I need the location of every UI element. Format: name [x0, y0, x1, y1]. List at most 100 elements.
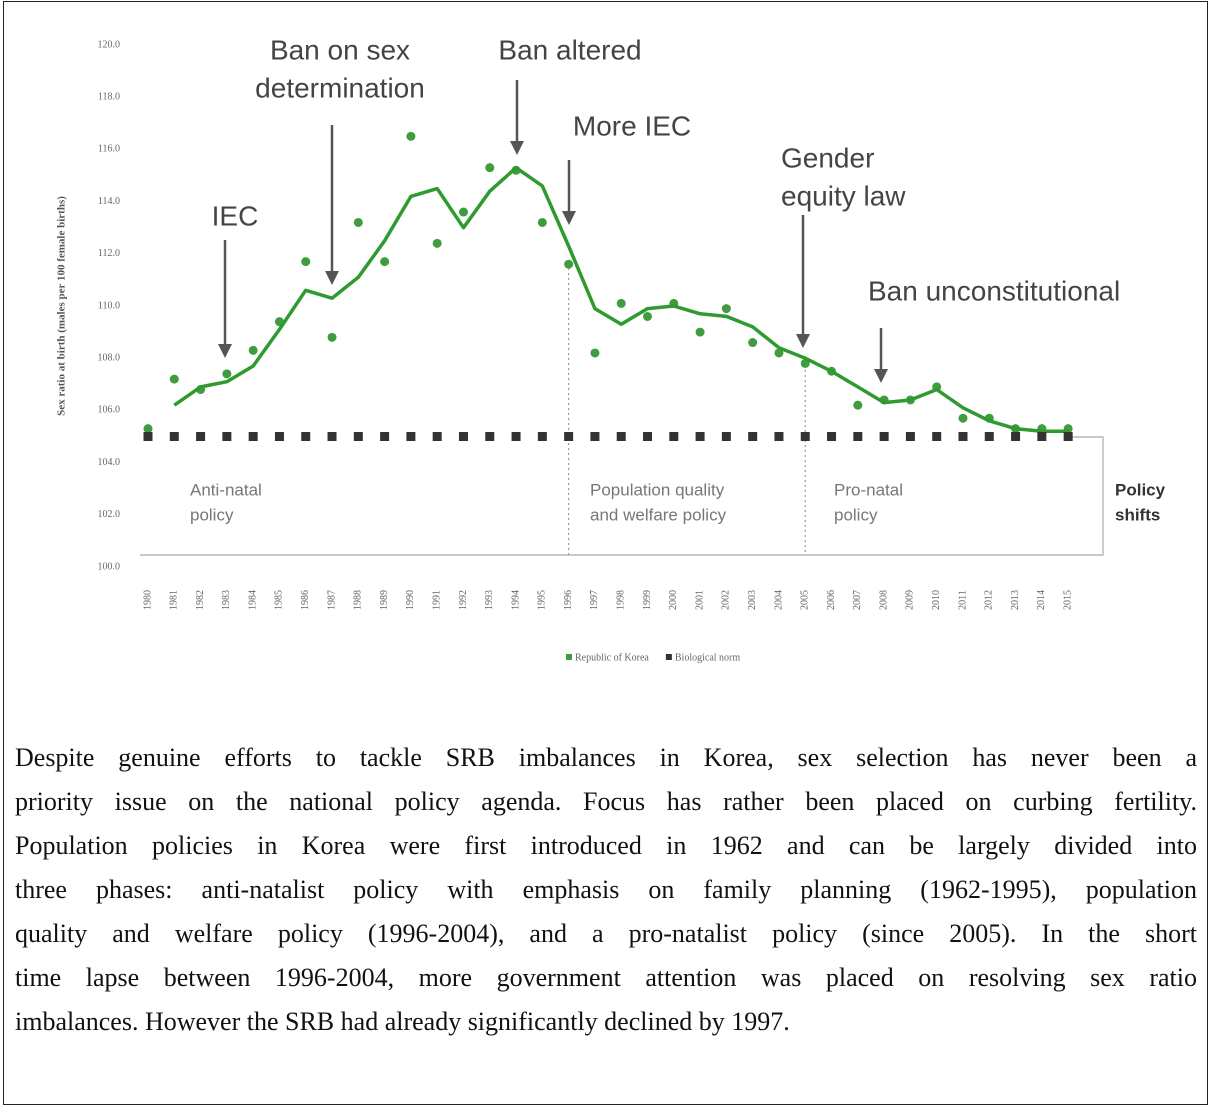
annotation: determination [255, 72, 425, 103]
norm-marker [248, 432, 258, 441]
x-tick-label: 2008 [878, 590, 889, 610]
norm-marker [564, 432, 574, 441]
norm-marker [958, 432, 968, 441]
legend-label: Republic of Korea [575, 652, 649, 663]
y-tick-label: 118.0 [98, 91, 120, 102]
data-point [643, 311, 653, 321]
x-tick-label: 1994 [510, 590, 521, 610]
x-tick-label: 1990 [405, 590, 416, 610]
norm-marker [590, 432, 600, 441]
y-tick-label: 108.0 [98, 352, 121, 363]
data-point [721, 304, 731, 314]
data-point [406, 131, 416, 141]
norm-marker [353, 432, 363, 441]
region-label: shifts [1115, 505, 1160, 524]
frame [3, 1, 1208, 1105]
x-tick-label: 1999 [642, 590, 653, 610]
data-point [774, 348, 784, 358]
annotation: Ban unconstitutional [868, 275, 1120, 306]
norm-marker [984, 432, 994, 441]
region-label: Policy [1115, 480, 1166, 499]
x-tick-label: 1989 [379, 590, 390, 610]
x-tick-label: 1980 [142, 590, 153, 610]
x-tick-label: 1988 [353, 590, 364, 610]
x-tick-label: 1981 [169, 590, 180, 610]
data-point [590, 348, 600, 358]
region-box [140, 436, 1104, 556]
annotation: Gender [781, 142, 874, 173]
norm-marker [1037, 432, 1047, 441]
annotation: More IEC [573, 110, 691, 141]
paragraph-line: priority issue on the national policy ag… [15, 787, 1197, 816]
x-tick-label: 2011 [957, 590, 968, 610]
x-tick-label: 2001 [694, 590, 705, 610]
x-tick-label: 1987 [326, 590, 337, 610]
arrow-head [325, 271, 339, 285]
x-tick-label: 1986 [300, 590, 311, 610]
y-tick-label: 104.0 [98, 457, 121, 468]
x-tick-label: 2007 [852, 590, 863, 610]
region-label: policy [834, 505, 878, 524]
x-tick-label: 1993 [484, 590, 495, 610]
y-tick-label: 106.0 [98, 405, 121, 416]
x-tick-label: 1998 [616, 590, 627, 610]
data-point [301, 257, 311, 267]
paragraph-line: time lapse between 1996-2004, more gover… [15, 963, 1197, 992]
data-point [748, 338, 758, 348]
x-tick-label: 2004 [773, 590, 784, 610]
region-label: Anti-natal [190, 480, 262, 499]
data-point [222, 369, 232, 379]
paragraph-line: quality and welfare policy (1996-2004), … [15, 919, 1197, 948]
region-label: and welfare policy [590, 505, 727, 524]
x-tick-label: 2010 [931, 590, 942, 610]
legend-label: Biological norm [675, 652, 740, 663]
region-label: Population quality [590, 480, 725, 499]
data-point [458, 207, 468, 217]
x-tick-label: 2012 [984, 590, 995, 610]
norm-marker [196, 432, 206, 441]
x-tick-label: 2005 [800, 590, 811, 610]
norm-marker [800, 432, 810, 441]
norm-marker [485, 432, 495, 441]
x-tick-label: 2009 [905, 590, 916, 610]
region-label: Pro-natal [834, 480, 903, 499]
data-point [616, 298, 626, 308]
norm-marker [406, 432, 416, 441]
data-point [353, 217, 363, 227]
data-point [143, 424, 153, 434]
y-tick-label: 110.0 [98, 300, 120, 311]
paragraph-line: three phases: anti-natalist policy with … [15, 875, 1197, 904]
trend-line [173, 165, 1069, 434]
legend-swatch [566, 654, 572, 660]
x-tick-label: 1982 [195, 590, 206, 610]
x-tick-label: 2014 [1036, 590, 1047, 610]
arrow-head [796, 334, 810, 348]
annotation: IEC [212, 200, 259, 231]
norm-marker [853, 432, 863, 441]
y-tick-label: 120.0 [98, 39, 121, 50]
x-tick-label: 1996 [563, 590, 574, 610]
data-point [485, 163, 495, 173]
y-tick-label: 100.0 [98, 561, 121, 572]
arrow-head [218, 344, 232, 358]
data-point [537, 217, 547, 227]
arrow-head [562, 211, 576, 225]
chart: 100.0 102.0 104.0 106.0 108.0 110.0 112.0 114.0… [56, 34, 1166, 663]
paragraph-line: Population policies in Korea were first … [15, 831, 1197, 860]
norm-marker [932, 432, 942, 441]
x-tick-label: 2013 [1010, 590, 1021, 610]
norm-marker [905, 432, 915, 441]
arrow-head [510, 141, 524, 155]
y-tick-label: 112.0 [98, 248, 120, 259]
norm-marker [327, 432, 337, 441]
y-axis-label: Sex ratio at birth (males per 100 female… [56, 196, 68, 416]
norm-marker [380, 432, 390, 441]
norm-marker [458, 432, 468, 441]
x-tick-label: 1984 [247, 590, 258, 610]
data-point [380, 257, 390, 267]
norm-marker [721, 432, 731, 441]
norm-marker [643, 432, 653, 441]
norm-marker [879, 432, 889, 441]
arrow-head [874, 369, 888, 383]
data-point [248, 345, 258, 355]
